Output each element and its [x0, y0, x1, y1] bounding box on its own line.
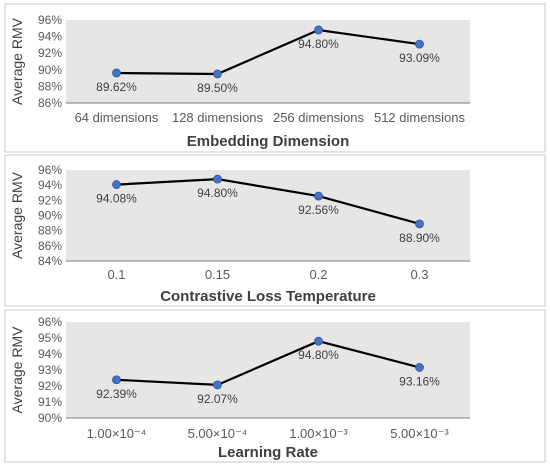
data-point [415, 363, 424, 372]
y-axis-title: Average RMV [9, 17, 25, 105]
series-line [116, 28, 420, 76]
x-tick-label: 5.00×10⁻⁴ [188, 426, 248, 441]
plot-area [66, 170, 470, 261]
plot-area [66, 322, 470, 418]
chart-panel-2: 84%86%88%90% 92%94%96% 0.1 0.15 0.2 0.3 94.08%… [4, 154, 546, 307]
y-tick-label: 91% [38, 395, 62, 409]
y-tick-label: 94% [38, 347, 62, 361]
data-point [112, 180, 121, 189]
x-tick-label: 0.1 [107, 267, 125, 282]
series-line [116, 177, 420, 225]
data-point [112, 375, 121, 385]
x-tick-label: 0.2 [309, 267, 327, 282]
data-point [314, 336, 323, 346]
y-tick-label: 92% [38, 193, 62, 207]
y-tick-label: 84% [38, 254, 62, 268]
x-tick-label: 5.00×10⁻³ [390, 426, 449, 441]
data-label: 93.09% [399, 51, 440, 65]
data-label: 94.80% [197, 186, 238, 200]
data-point [314, 191, 323, 201]
y-tick-label: 92% [38, 46, 62, 60]
x-axis-title: Embedding Dimension [187, 133, 350, 150]
series-line [116, 340, 420, 387]
y-tick-label: 86% [38, 239, 62, 253]
data-label: 94.80% [298, 348, 339, 362]
y-tick-label: 94% [38, 178, 62, 192]
x-tick-label: 256 dimensions [273, 110, 365, 125]
y-axis-title: Average RMV [9, 326, 25, 414]
data-label: 93.16% [399, 374, 440, 388]
x-tick-label: 128 dimensions [172, 110, 264, 125]
data-label: 94.80% [298, 37, 339, 51]
y-axis-title: Average RMV [9, 171, 25, 259]
data-label: 89.62% [96, 80, 137, 94]
data-label: 89.50% [197, 81, 238, 95]
chart-panel-1: 86% 88% 90% 92% 94% 96% 64 dimensions 128 dimen… [4, 3, 546, 153]
data-point [415, 219, 424, 229]
data-label: 92.07% [197, 392, 238, 406]
y-tick-label: 93% [38, 363, 62, 377]
panel-border [4, 309, 546, 463]
data-label: 92.56% [298, 203, 339, 217]
data-point [415, 39, 424, 49]
x-tick-label: 1.00×10⁻⁴ [87, 426, 147, 441]
x-tick-label: 512 dimensions [374, 110, 466, 125]
y-tick-label: 90% [38, 63, 62, 77]
x-tick-label: 0.3 [410, 267, 428, 282]
data-point [314, 25, 323, 35]
y-tick-label: 88% [38, 224, 62, 238]
data-point [213, 69, 222, 79]
y-tick-label: 95% [38, 331, 62, 345]
panel-border [4, 3, 546, 153]
y-tick-label: 96% [38, 163, 62, 177]
plot-area [66, 20, 470, 103]
panel-border [4, 154, 546, 307]
y-tick-label: 90% [38, 209, 62, 223]
data-label: 94.08% [96, 192, 137, 206]
data-point [213, 380, 222, 390]
data-label: 92.39% [96, 387, 137, 401]
x-tick-label: 64 dimensions [75, 110, 159, 125]
x-tick-label: 0.15 [205, 267, 230, 282]
data-point [112, 68, 121, 78]
y-tick-label: 88% [38, 79, 62, 93]
y-tick-label: 86% [38, 96, 62, 110]
y-tick-label: 96% [38, 315, 62, 329]
x-tick-label: 1.00×10⁻³ [289, 426, 348, 441]
y-tick-label: 96% [38, 13, 62, 27]
chart-panel-3: 90% 91% 92% 93% 94% 95% 96% 1.00×10⁻⁴ 5.00×10⁻⁴ 1… [4, 309, 546, 463]
y-tick-label: 90% [38, 411, 62, 425]
data-point [213, 174, 222, 184]
x-axis-title: Contrastive Loss Temperature [160, 288, 376, 305]
data-label: 88.90% [399, 231, 440, 245]
y-tick-label: 94% [38, 30, 62, 44]
y-tick-label: 92% [38, 379, 62, 393]
x-axis-title: Learning Rate [218, 444, 318, 461]
